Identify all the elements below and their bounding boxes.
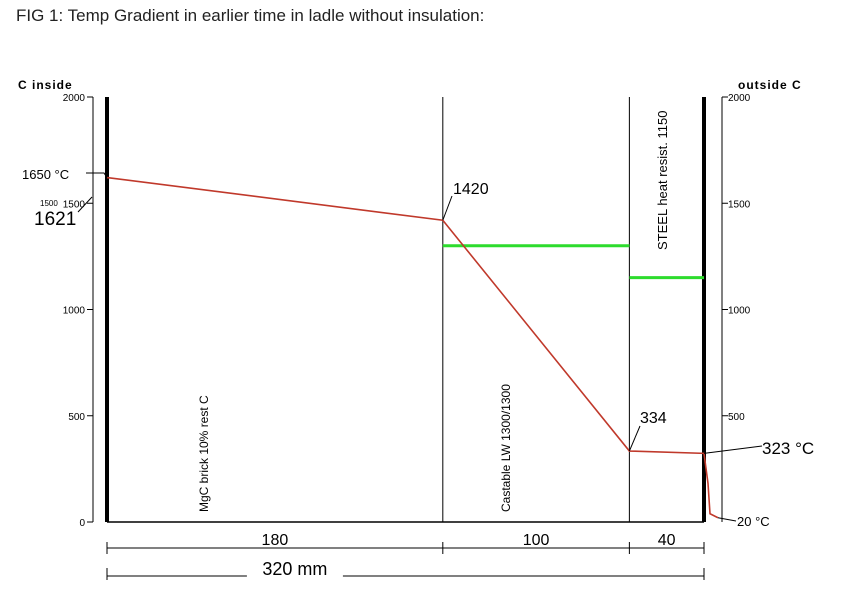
layer-thickness-label: 100 (523, 532, 550, 549)
left-axis-label: C inside (18, 78, 73, 92)
outside-surface-label: 323 °C (762, 439, 814, 458)
figure-title: FIG 1: Temp Gradient in earlier time in … (16, 6, 485, 25)
dimension-label-bg (655, 532, 678, 547)
interface-2-leader (628, 425, 641, 452)
right-axis-label: outside C (738, 78, 802, 92)
layer-thickness-label: 180 (262, 532, 289, 549)
outside-surface-leader (703, 445, 763, 454)
inside-temp-point-label: 1621 (34, 209, 76, 230)
left-axis-tick-label: 1500 (63, 199, 86, 210)
right-axis-tick-label: 1500 (728, 199, 751, 210)
total-label-bg (246, 560, 343, 578)
left-axis-tick-label: 500 (68, 412, 85, 423)
dimension-label-bg (259, 532, 291, 547)
left-axis-tick-label: 0 (79, 518, 85, 529)
ambient-leader (717, 517, 737, 522)
dimension-label-bg (520, 532, 552, 547)
interface-1-label: 1420 (453, 181, 489, 198)
inside-temp-label: 1650 °C (22, 167, 69, 182)
interface-1-leader (442, 195, 453, 221)
right-axis-tick-label: 1000 (728, 306, 751, 317)
left-axis-tick-label: 2000 (63, 93, 86, 104)
left-axis-tick-label: 1000 (63, 306, 86, 317)
inside-point-leader (77, 196, 93, 213)
inside-tick-overlap-label: 1500 (40, 199, 58, 208)
interface-2-label: 334 (640, 410, 667, 427)
total-thickness-label: 320 mm (262, 559, 327, 579)
layer-label: MgC brick 10% rest C (197, 395, 211, 512)
layer-label: Castable LW 1300/1300 (499, 384, 513, 512)
layer-thickness-label: 40 (658, 532, 676, 549)
inside-temp-leader (86, 172, 108, 178)
layer-label: STEEL heat resist. 1150 (655, 111, 670, 250)
right-axis-tick-label: 500 (728, 412, 745, 423)
ambient-label: 20 °C (737, 514, 770, 529)
right-axis-tick-label: 2000 (728, 93, 751, 104)
